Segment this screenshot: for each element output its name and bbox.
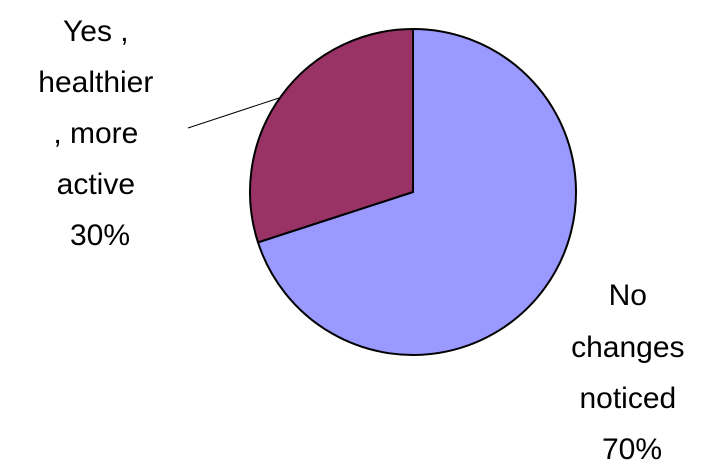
leader-line-yes-healthier <box>187 97 280 129</box>
slice-percent: 70% <box>602 433 662 465</box>
label-line: changes <box>571 331 684 364</box>
label-line: , more <box>53 117 138 150</box>
label-line: Yes , <box>63 15 129 48</box>
label-line: healthier <box>38 66 153 99</box>
slice-label-yes-healthier-more-active: Yes , healthier , more active 30% <box>38 15 161 252</box>
label-line: No <box>609 279 647 312</box>
pie-slice-0 <box>256 27 577 356</box>
slice-percent: 30% <box>70 219 130 252</box>
slice-label-no-changes-noticed: No changes noticed 70% <box>571 279 693 465</box>
label-line: active <box>57 168 135 201</box>
pie-slice-1 <box>249 27 414 244</box>
pie-slices <box>249 27 577 356</box>
label-line: noticed <box>579 382 676 415</box>
